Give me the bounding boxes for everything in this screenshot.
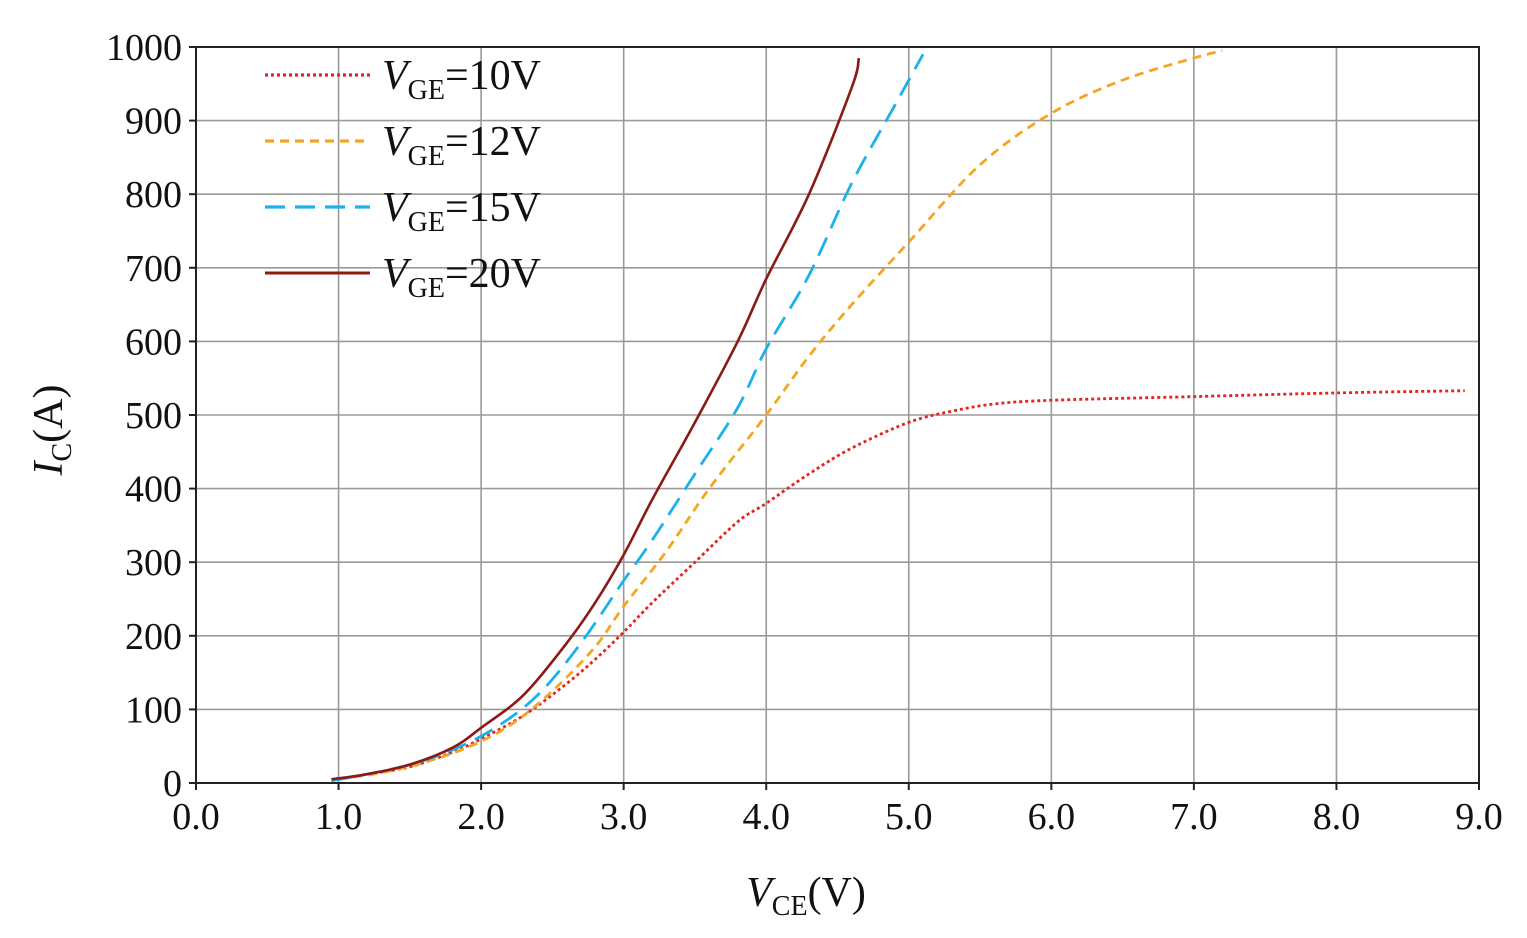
- legend-label: VGE=10V: [382, 53, 541, 106]
- plot-series: [331, 49, 1465, 783]
- grid: [196, 47, 1479, 783]
- legend-label-rest: =12V: [445, 119, 541, 165]
- y-tick-label: 300: [125, 542, 182, 584]
- x-tick-label: 1.0: [315, 796, 363, 838]
- y-tick-label: 500: [125, 395, 182, 437]
- x-tick-label: 3.0: [600, 796, 648, 838]
- legend-label: VGE=15V: [382, 185, 541, 238]
- y-tick-label: 1000: [106, 27, 182, 69]
- x-axis-title: VCE(V): [746, 870, 866, 922]
- y-tick-label: 0: [163, 763, 182, 805]
- y-tick-label: 100: [125, 689, 182, 731]
- legend-label-main: V: [382, 119, 412, 165]
- y-tick-label: 700: [125, 248, 182, 290]
- y-tick-label: 900: [125, 101, 182, 143]
- x-tick-label: 4.0: [742, 796, 790, 838]
- x-axis-title-sub: CE: [772, 891, 808, 922]
- x-tick-label: 0.0: [172, 796, 220, 838]
- x-axis-title-unit: (V): [808, 870, 866, 916]
- x-tick-label: 9.0: [1455, 796, 1503, 838]
- y-axis-title: IC(A): [26, 385, 78, 477]
- legend-label-sub: GE: [408, 273, 445, 304]
- x-tick-label: 8.0: [1313, 796, 1361, 838]
- legend-label: VGE=12V: [382, 119, 541, 172]
- legend-label-rest: =20V: [445, 251, 541, 297]
- series-line-1: [338, 389, 1465, 781]
- x-axis-title-main: V: [746, 870, 776, 916]
- series-line-4: [331, 57, 861, 781]
- legend-label-sub: GE: [408, 141, 445, 172]
- x-tick-label: 5.0: [885, 796, 933, 838]
- legend-label-main: V: [382, 185, 412, 231]
- x-tick-label: 2.0: [457, 796, 505, 838]
- series-line-2: [338, 49, 1223, 781]
- y-axis-ticks: 0 100 200 300 400 500 600 700 800 900 1000: [106, 27, 196, 805]
- legend-label-main: V: [382, 53, 412, 99]
- y-axis-title-unit: (A): [26, 385, 72, 443]
- y-axis-title-sub: C: [47, 443, 78, 462]
- x-axis-ticks: 0.0 1.0 2.0 3.0 4.0 5.0 6.0 7.0 8.0 9.0: [172, 783, 1503, 838]
- legend-label-rest: =10V: [445, 53, 541, 99]
- legend-label-rest: =15V: [445, 185, 541, 231]
- y-tick-label: 800: [125, 174, 182, 216]
- y-tick-label: 600: [125, 321, 182, 363]
- y-axis-title-main: I: [26, 460, 72, 477]
- series-line-3: [331, 53, 925, 783]
- y-tick-label: 400: [125, 469, 182, 511]
- legend-label: VGE=20V: [382, 251, 541, 304]
- x-tick-label: 7.0: [1170, 796, 1218, 838]
- x-tick-label: 6.0: [1028, 796, 1076, 838]
- legend-label-sub: GE: [408, 207, 445, 238]
- legend-label-sub: GE: [408, 75, 445, 106]
- legend-label-main: V: [382, 251, 412, 297]
- y-tick-label: 200: [125, 616, 182, 658]
